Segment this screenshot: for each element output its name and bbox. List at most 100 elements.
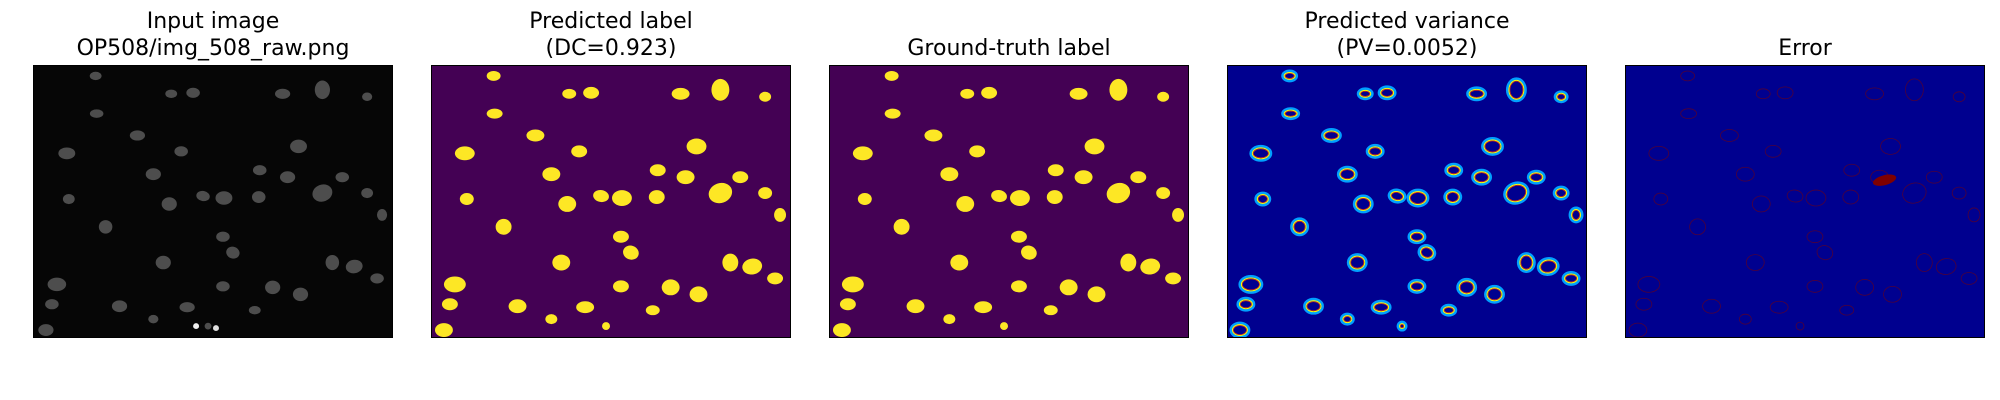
nucleus-mask bbox=[1088, 286, 1106, 302]
nucleus-mask bbox=[1010, 190, 1030, 206]
nucleus bbox=[90, 72, 102, 80]
nucleus-mask bbox=[1060, 279, 1078, 295]
nucleus-mask bbox=[853, 146, 873, 160]
image-background bbox=[1626, 66, 1984, 337]
nucleus bbox=[377, 209, 387, 221]
nucleus-mask bbox=[558, 196, 576, 212]
nucleus bbox=[90, 109, 104, 117]
nucleus-mask bbox=[583, 87, 599, 99]
title-line-1: Error bbox=[1585, 35, 2000, 62]
nucleus-mask bbox=[542, 167, 560, 181]
bright-spot bbox=[193, 323, 199, 329]
nucleus bbox=[99, 220, 113, 234]
nucleus bbox=[265, 281, 280, 295]
nucleus-mask bbox=[487, 109, 503, 119]
input-image bbox=[33, 65, 393, 338]
nucleus bbox=[205, 323, 212, 330]
nucleus bbox=[130, 130, 145, 140]
nucleus-mask bbox=[690, 286, 708, 302]
nucleus-mask bbox=[509, 299, 527, 313]
panel-predicted-variance: Predicted variance (PV=0.0052) bbox=[1227, 0, 1587, 400]
panel-title: Error bbox=[1585, 35, 2000, 62]
title-line-1: Input image bbox=[0, 8, 433, 35]
nucleus bbox=[174, 146, 188, 156]
title-line-1: Predicted label bbox=[391, 8, 831, 35]
nucleus-mask bbox=[460, 193, 474, 205]
nucleus-mask bbox=[1165, 272, 1181, 284]
nucleus-mask bbox=[842, 276, 864, 292]
nucleus-mask bbox=[444, 276, 466, 292]
nucleus bbox=[112, 300, 127, 312]
nucleus-mask bbox=[885, 71, 899, 81]
nucleus-mask bbox=[677, 170, 695, 184]
nucleus-mask bbox=[1044, 305, 1058, 315]
nucleus-mask bbox=[774, 208, 786, 222]
nucleus bbox=[156, 256, 171, 270]
nucleus-mask bbox=[442, 298, 458, 310]
error-image bbox=[1625, 65, 1985, 338]
nucleus-mask bbox=[646, 305, 660, 315]
nucleus-mask bbox=[650, 164, 666, 176]
image-background bbox=[432, 66, 790, 337]
nucleus-mask bbox=[1156, 187, 1170, 199]
nucleus-mask bbox=[687, 138, 707, 154]
nucleus-mask bbox=[767, 272, 783, 284]
nucleus-mask bbox=[552, 255, 570, 271]
panel-title: Predicted variance (PV=0.0052) bbox=[1187, 8, 1627, 62]
nucleus bbox=[252, 191, 266, 203]
title-line-2: OP508/img_508_raw.png bbox=[0, 35, 433, 62]
nucleus-mask bbox=[612, 190, 632, 206]
nucleus-mask bbox=[950, 255, 968, 271]
nucleus-mask bbox=[662, 279, 680, 295]
nucleus-mask bbox=[1130, 171, 1146, 183]
nucleus bbox=[326, 255, 340, 270]
title-line-2: (PV=0.0052) bbox=[1187, 35, 1627, 62]
panel-title: Ground-truth label bbox=[789, 35, 1229, 62]
nucleus-mask bbox=[1085, 138, 1105, 154]
nucleus-mask bbox=[576, 301, 594, 313]
nucleus-mask bbox=[960, 89, 974, 99]
nucleus bbox=[58, 147, 75, 159]
panel-predicted-label: Predicted label (DC=0.923) bbox=[431, 0, 791, 400]
nucleus bbox=[290, 140, 307, 154]
nucleus-mask bbox=[894, 219, 910, 235]
panel-ground-truth-label: Ground-truth label bbox=[829, 0, 1189, 400]
panel-title: Predicted label (DC=0.923) bbox=[391, 8, 831, 62]
nucleus-mask bbox=[1075, 170, 1093, 184]
nucleus-mask bbox=[885, 109, 901, 119]
nucleus-mask bbox=[435, 323, 453, 337]
nucleus-mask bbox=[1109, 79, 1127, 101]
panel-input-image: Input image OP508/img_508_raw.png bbox=[33, 0, 393, 400]
nucleus bbox=[48, 278, 67, 292]
nucleus-mask bbox=[759, 92, 771, 102]
nucleus-mask bbox=[602, 322, 610, 330]
nucleus-mask bbox=[974, 301, 992, 313]
nucleus-mask bbox=[1048, 164, 1064, 176]
ground-truth-label-image bbox=[829, 65, 1189, 338]
nucleus bbox=[146, 168, 161, 180]
nucleus-mask bbox=[613, 231, 629, 243]
panel-title: Input image OP508/img_508_raw.png bbox=[0, 8, 433, 62]
nucleus-mask bbox=[840, 298, 856, 310]
nucleus-mask bbox=[940, 167, 958, 181]
nucleus bbox=[38, 324, 53, 336]
nucleus-mask bbox=[487, 71, 501, 81]
nucleus-mask bbox=[1000, 322, 1008, 330]
nucleus bbox=[162, 197, 177, 211]
panel-error: Error bbox=[1625, 0, 1985, 400]
nucleus-mask bbox=[613, 280, 629, 292]
title-line-2: (DC=0.923) bbox=[391, 35, 831, 62]
nucleus-mask bbox=[1172, 208, 1184, 222]
nucleus bbox=[275, 89, 290, 99]
nucleus bbox=[186, 88, 200, 98]
nucleus bbox=[315, 81, 330, 100]
nucleus bbox=[180, 302, 195, 312]
nucleus-mask bbox=[526, 130, 544, 142]
nucleus-mask bbox=[1157, 92, 1169, 102]
nucleus bbox=[370, 273, 384, 283]
nucleus-mask bbox=[545, 314, 557, 324]
nucleus-mask bbox=[496, 219, 512, 235]
nucleus bbox=[216, 281, 230, 291]
nucleus bbox=[362, 93, 372, 101]
title-line-1: Predicted variance bbox=[1187, 8, 1627, 35]
